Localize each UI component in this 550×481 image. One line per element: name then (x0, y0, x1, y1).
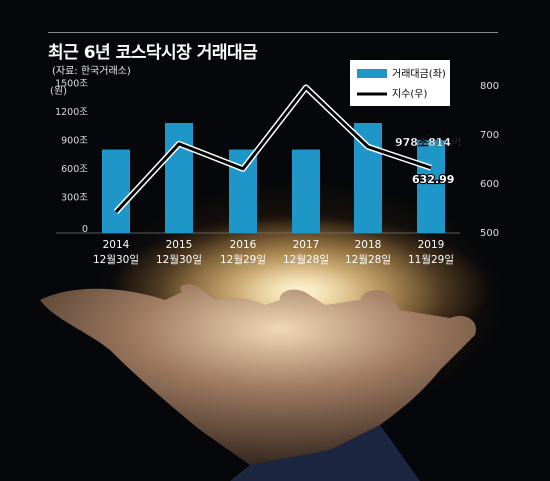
bar (417, 140, 445, 233)
left-axis-tick-label: 1500조 (55, 79, 88, 90)
left-axis-tick-label: 1200조 (55, 107, 88, 118)
x-tick-date: 12월29일 (220, 253, 266, 266)
x-tick-year: 2019 (418, 239, 445, 251)
right-axis-tick-label: 600 (480, 179, 499, 190)
legend-swatch-bar (357, 69, 387, 78)
left-axis-tick-label: 300조 (61, 193, 88, 204)
legend-box (350, 60, 450, 106)
right-axis-tick-label: 700 (480, 130, 499, 141)
legend-label-bar: 거래대금(좌) (392, 68, 446, 80)
legend-label-line: 지수(우) (392, 88, 428, 100)
left-axis-tick-label: 900조 (61, 136, 88, 147)
x-tick-year: 2016 (230, 239, 257, 251)
x-tick-year: 2018 (355, 239, 382, 251)
title-rule (48, 32, 498, 33)
left-axis-tick-label: 0 (82, 224, 88, 235)
line-series (114, 85, 432, 213)
x-tick-date: 12월28일 (283, 253, 329, 266)
right-axis-tick-label: 800 (480, 81, 499, 92)
x-tick-date: 12월30일 (156, 253, 202, 266)
bar (292, 149, 320, 233)
left-axis-tick-label: 600조 (61, 164, 88, 175)
bar (165, 122, 193, 233)
x-tick-date: 12월30일 (93, 253, 139, 266)
x-tick-date: 11월29일 (408, 253, 454, 266)
x-tick-year: 2015 (166, 239, 193, 251)
annotation-bar-value: 978조814억 (395, 136, 461, 149)
x-tick-date: 12월28일 (345, 253, 391, 266)
x-tick-year: 2017 (293, 239, 320, 251)
x-tick-year: 2014 (103, 239, 130, 251)
chart-title: 최근 6년 코스닥시장 거래대금 (48, 43, 258, 63)
bar (102, 149, 130, 233)
left-axis-unit: (원) (50, 85, 67, 97)
source-note: (자료: 한국거래소) (52, 66, 131, 77)
line-series-halo (113, 84, 432, 214)
right-axis-tick-label: 500 (480, 228, 499, 239)
annotation-line-value: 632.99 (412, 173, 454, 186)
